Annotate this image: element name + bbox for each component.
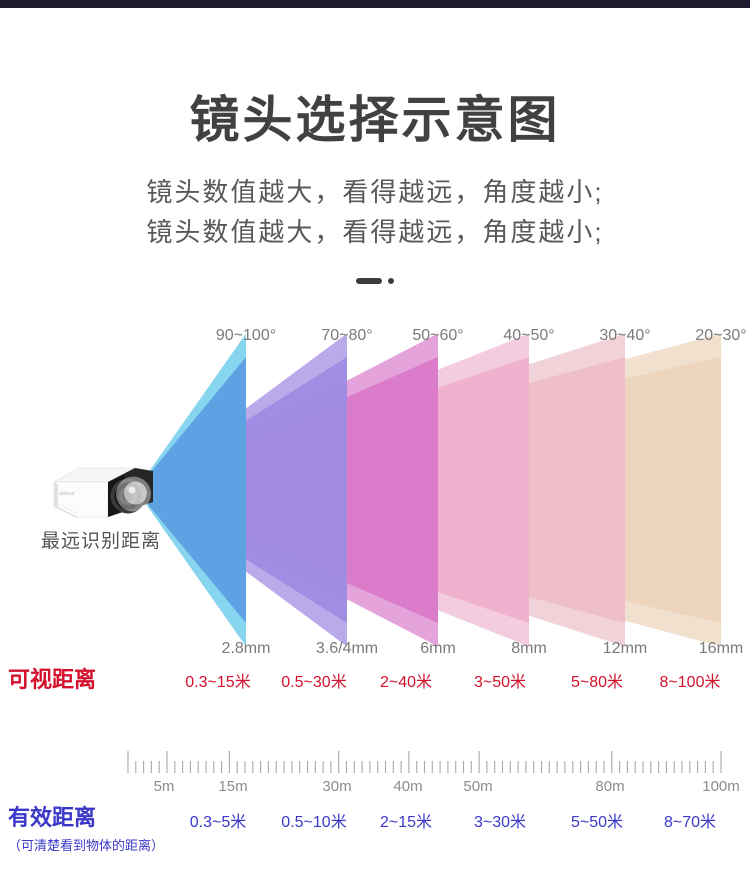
svg-text:dahua: dahua [59, 491, 74, 497]
